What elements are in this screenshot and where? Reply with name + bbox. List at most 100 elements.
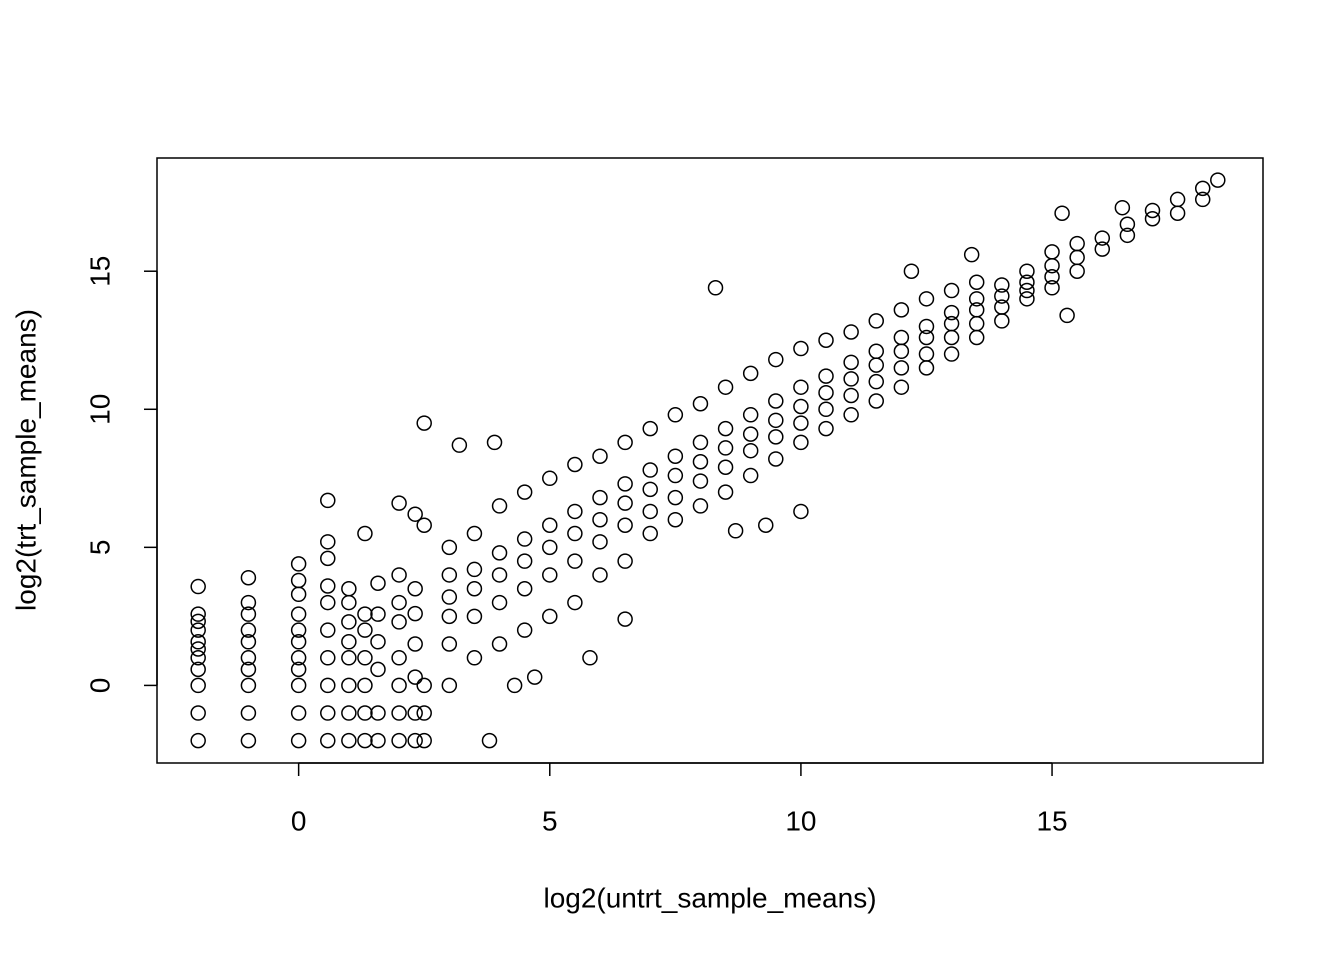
point <box>190 622 206 638</box>
point <box>1019 282 1035 299</box>
point <box>341 581 357 597</box>
point <box>516 553 533 569</box>
point <box>357 705 373 721</box>
point <box>526 669 543 685</box>
point <box>1194 180 1211 197</box>
point <box>466 581 483 597</box>
point <box>486 434 503 451</box>
point <box>843 371 859 387</box>
point <box>968 274 985 291</box>
point <box>290 634 307 650</box>
point <box>968 302 985 318</box>
point <box>642 481 658 498</box>
point <box>1069 235 1085 252</box>
point <box>341 614 357 630</box>
point <box>320 732 336 749</box>
point <box>516 622 533 638</box>
point <box>943 315 960 332</box>
point <box>320 650 336 666</box>
point <box>768 412 784 429</box>
point <box>357 650 373 666</box>
point <box>818 401 834 418</box>
point <box>190 613 206 630</box>
point <box>903 263 920 279</box>
point <box>768 451 784 467</box>
point <box>341 650 357 666</box>
point <box>542 539 558 556</box>
point <box>1019 263 1035 279</box>
point <box>491 636 508 652</box>
point <box>407 636 423 652</box>
point <box>370 661 386 678</box>
point <box>516 531 533 547</box>
point <box>868 313 885 329</box>
point <box>542 517 558 534</box>
point <box>441 636 458 652</box>
point <box>1054 205 1070 221</box>
point <box>1019 291 1035 307</box>
point <box>707 280 724 296</box>
point <box>868 373 885 390</box>
point <box>357 606 373 622</box>
point <box>567 525 583 542</box>
point <box>963 246 980 263</box>
point <box>1210 172 1226 188</box>
point <box>592 567 608 583</box>
point <box>692 396 709 412</box>
point <box>240 606 257 622</box>
point <box>391 594 407 611</box>
point <box>290 606 307 622</box>
point <box>407 669 423 685</box>
point <box>918 329 935 346</box>
point <box>190 677 206 694</box>
point <box>320 578 336 594</box>
point <box>918 291 935 307</box>
point <box>843 324 859 340</box>
point <box>391 614 407 630</box>
point <box>290 650 307 666</box>
x-tick-label: 0 <box>291 805 307 836</box>
point <box>943 304 960 321</box>
point <box>407 732 423 749</box>
y-tick-label: 10 <box>84 394 115 425</box>
point <box>290 556 307 572</box>
point <box>290 661 307 678</box>
point <box>717 440 734 456</box>
point <box>357 622 373 638</box>
y-tick-label: 0 <box>84 678 115 694</box>
point <box>758 517 774 534</box>
point <box>416 705 432 721</box>
point <box>190 578 206 595</box>
point <box>768 351 784 368</box>
point <box>918 346 935 362</box>
point <box>357 732 373 749</box>
point <box>516 484 533 500</box>
point <box>320 622 336 638</box>
point <box>868 343 885 360</box>
point <box>717 379 734 395</box>
point <box>466 608 483 625</box>
point <box>416 415 432 431</box>
point <box>818 384 834 401</box>
point <box>491 498 508 514</box>
point <box>742 442 759 459</box>
point <box>240 622 257 638</box>
point <box>994 288 1010 304</box>
point <box>667 448 684 464</box>
point <box>290 572 307 589</box>
point <box>542 567 558 583</box>
point <box>793 503 809 520</box>
point <box>617 611 633 627</box>
point <box>240 594 257 611</box>
point <box>742 407 759 423</box>
point <box>391 705 407 721</box>
point <box>240 677 257 694</box>
point <box>391 732 407 749</box>
point <box>642 420 658 437</box>
point <box>617 553 633 569</box>
point <box>567 503 583 520</box>
point <box>943 346 960 362</box>
point <box>742 365 759 382</box>
point <box>370 575 386 591</box>
point <box>818 420 834 437</box>
